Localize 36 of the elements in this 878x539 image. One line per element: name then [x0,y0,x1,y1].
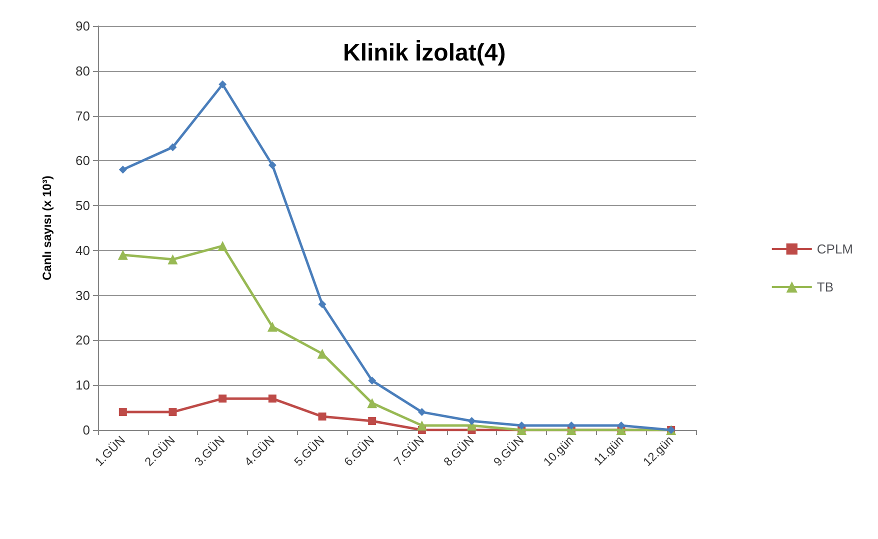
y-tick-label: 50 [76,198,90,214]
point [118,250,128,260]
y-axis-title: Canlı sayısı (x 10³) [40,176,54,280]
point [168,143,177,152]
point [267,322,278,332]
point [118,166,127,174]
point [418,408,426,416]
point [268,394,276,403]
y-tick-label: 40 [76,242,90,258]
y-tick-label: 80 [76,63,90,78]
legend-label: TB [816,280,834,294]
point [368,376,376,385]
point [218,80,227,88]
point [268,161,276,170]
point [317,348,328,359]
point [367,398,378,408]
y-tick-label: 10 [76,378,90,393]
point [468,417,476,426]
y-tick-label: 90 [76,18,90,34]
point [318,412,326,421]
y-tick-label: 20 [76,332,90,348]
point [168,254,178,264]
y-tick-label: 70 [76,108,90,124]
point [168,408,177,416]
text: Klinik İzolat(4) [343,40,506,66]
point [218,240,228,251]
y-tick-label: 0 [82,422,90,438]
y-tick-label: 30 [76,288,90,303]
legend-label: CPLM [816,242,854,256]
y-tick-label: 60 [76,153,90,168]
point [416,420,427,431]
point [368,417,376,426]
point [218,394,227,403]
point [118,408,127,416]
point [617,422,626,430]
point [318,300,326,308]
